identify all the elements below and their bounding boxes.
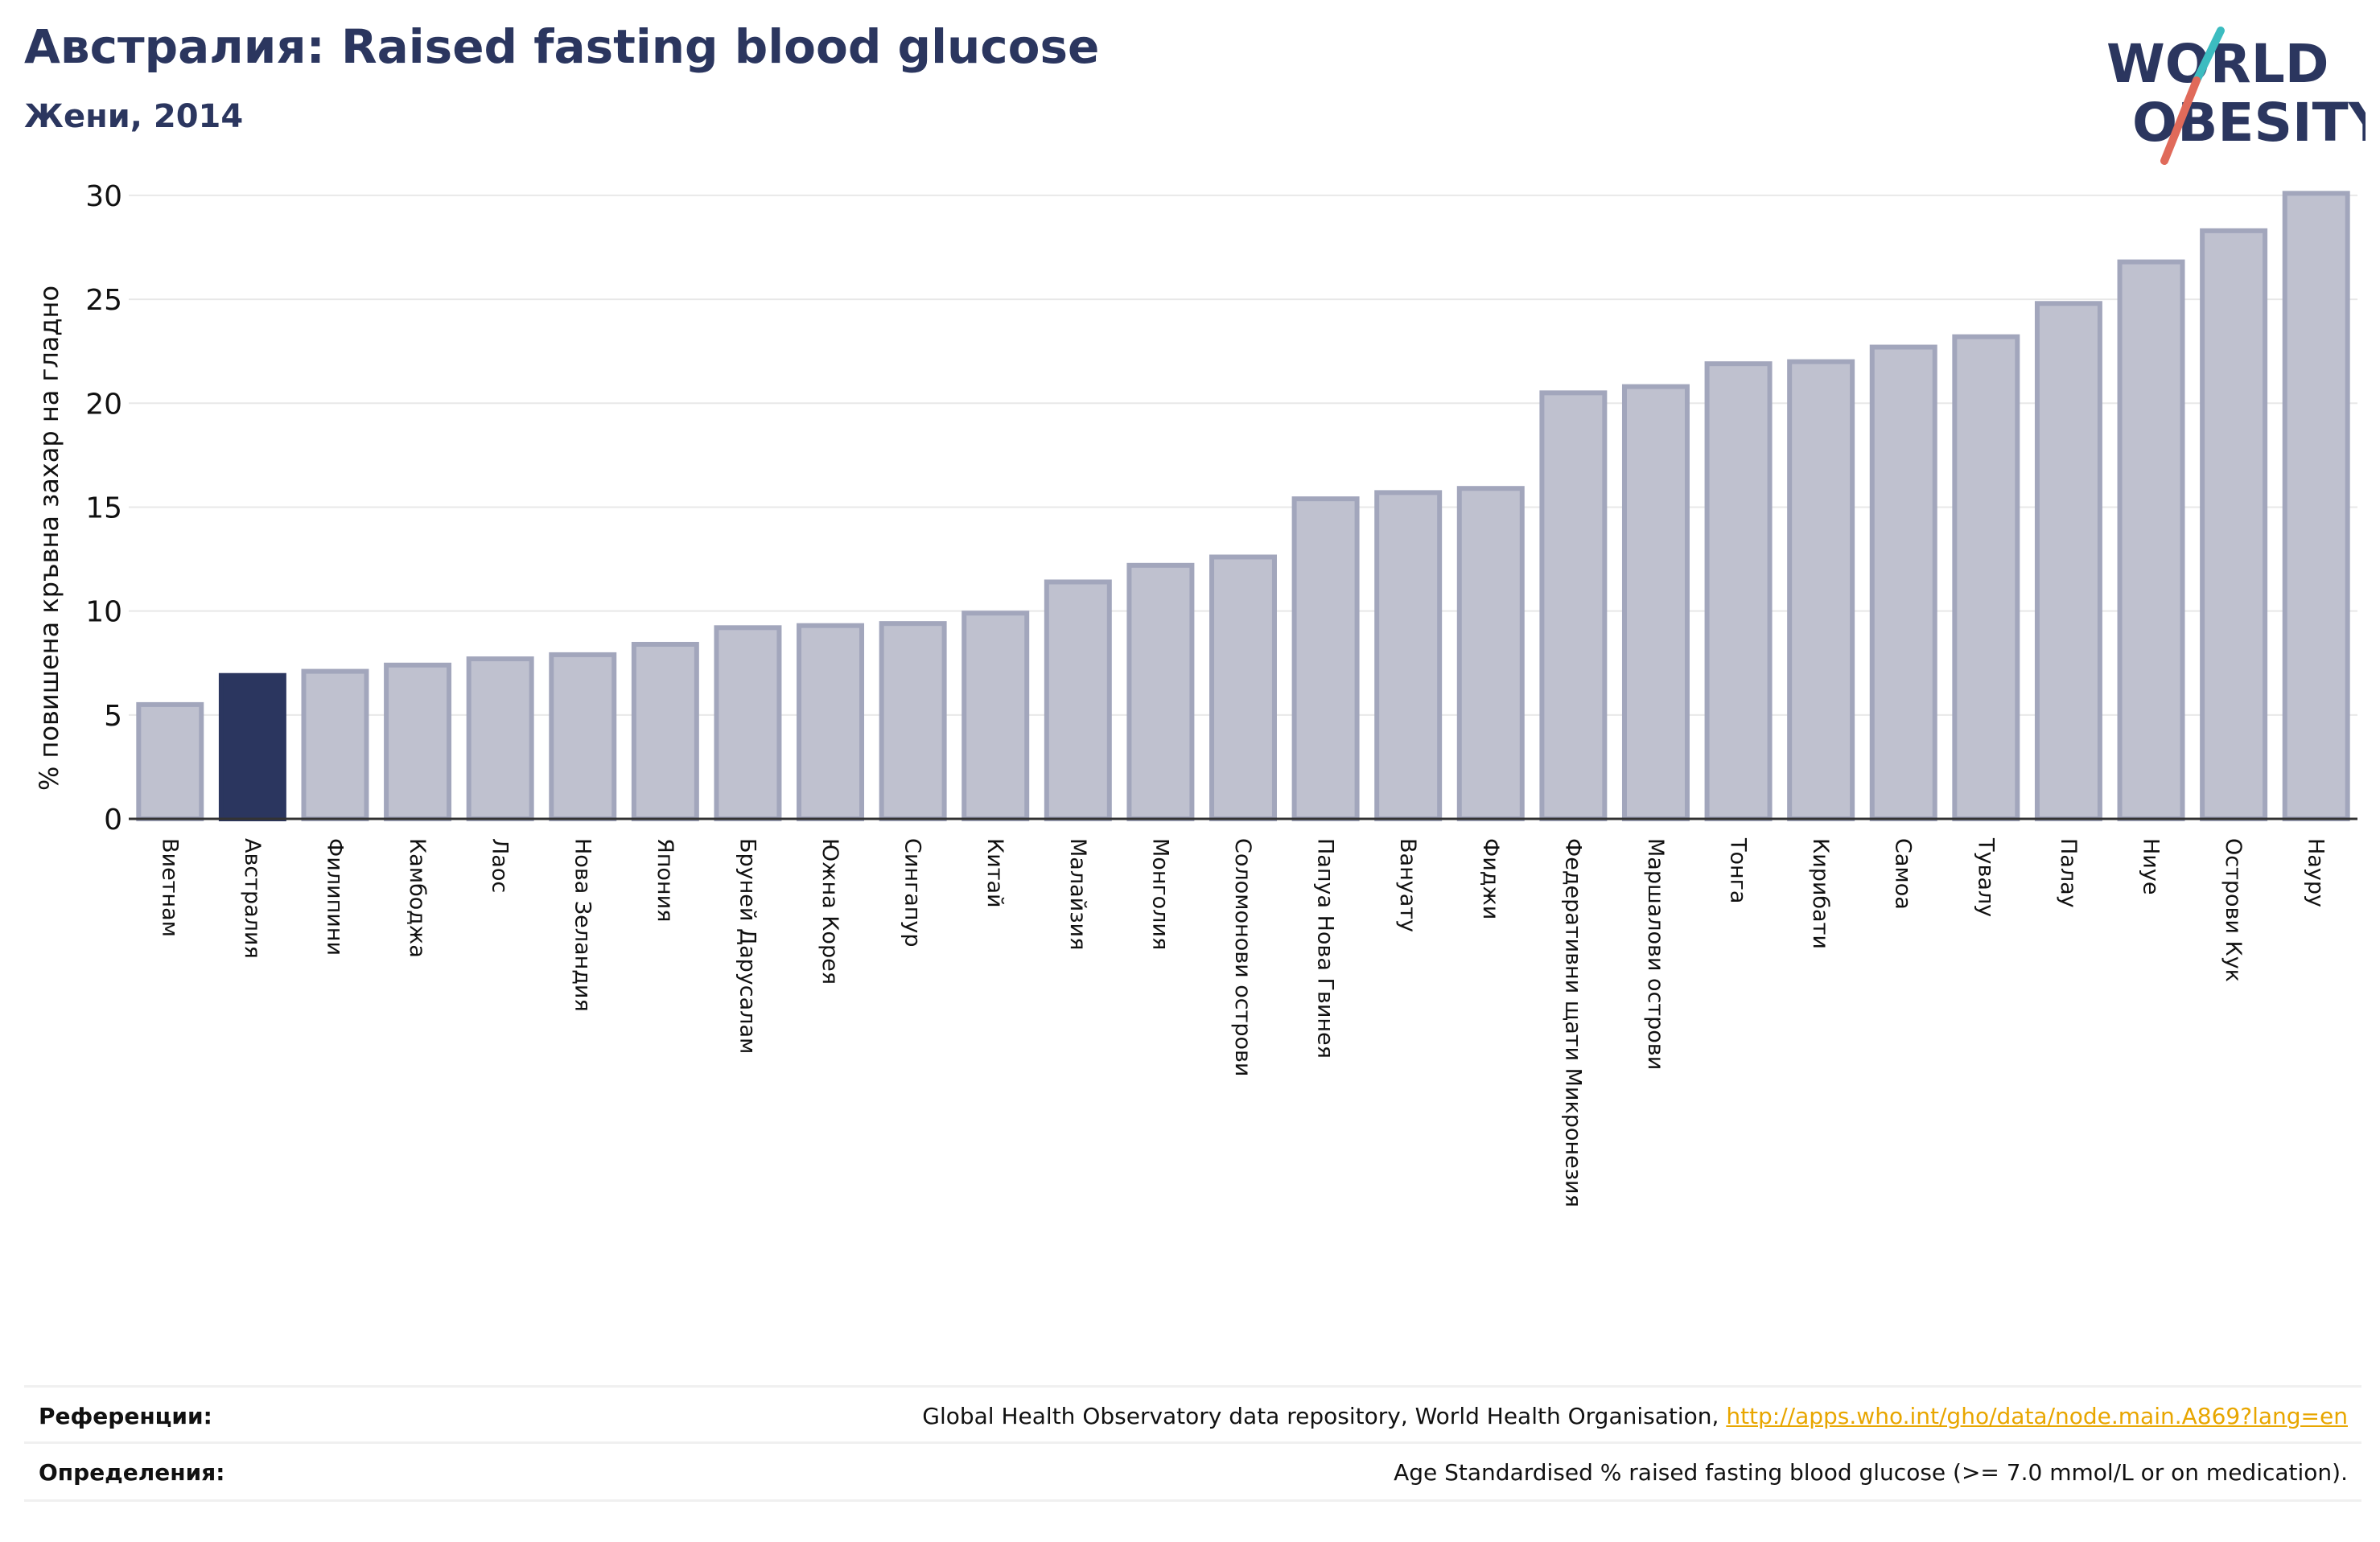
- y-tick-label: 5: [104, 700, 122, 733]
- y-tick-label: 15: [85, 491, 122, 524]
- bar: [1704, 361, 1773, 821]
- bar: [2200, 228, 2268, 821]
- x-tick-label: Филипини: [322, 838, 347, 956]
- bar: [1291, 496, 1360, 821]
- x-tick-label: Бруней Дарусалам: [735, 838, 760, 1054]
- chart-title: Австралия: Raised fasting blood glucose: [24, 19, 1100, 74]
- bar: [1456, 486, 1525, 821]
- bar: [1787, 359, 1855, 821]
- references-value: Global Health Observatory data repositor…: [922, 1403, 2348, 1429]
- x-tick-label: Виетнам: [157, 838, 182, 937]
- y-tick-label: 20: [85, 388, 122, 421]
- x-tick-label: Нова Зеландия: [570, 838, 595, 1012]
- footer-references-row: Референции: Global Health Observatory da…: [39, 1403, 2348, 1435]
- x-tick-label: Маршалови острови: [1643, 838, 1668, 1070]
- x-tick-label: Австралия: [240, 838, 265, 959]
- x-tick-label: Науру: [2304, 838, 2329, 907]
- x-tick-label: Острови Кук: [2221, 838, 2246, 982]
- bar: [714, 625, 782, 821]
- bar: [1869, 344, 1937, 821]
- logo-slash-red: [2160, 76, 2201, 165]
- y-tick-label: 30: [85, 180, 122, 213]
- y-tick-label: 10: [85, 596, 122, 629]
- y-axis-label: % повишена кръвна захар на гладно: [34, 286, 64, 791]
- references-link[interactable]: http://apps.who.int/gho/data/node.main.A…: [1726, 1403, 2348, 1429]
- x-tick-label: Кирибати: [1808, 838, 1833, 949]
- bar: [136, 701, 204, 821]
- bar: [549, 652, 617, 821]
- footer-divider-middle: [24, 1441, 2361, 1444]
- x-tick-label: Федеративни щати Микронезия: [1560, 838, 1585, 1207]
- bar: [301, 668, 369, 822]
- x-tick-label: Монголия: [1147, 838, 1172, 950]
- footer-divider-bottom: [24, 1499, 2361, 1502]
- bar: [218, 672, 286, 821]
- references-label: Референции:: [39, 1403, 212, 1429]
- bar: [384, 662, 452, 821]
- y-tick-label: 25: [85, 284, 122, 317]
- y-tick-labels: 0 5 10 15 20 25 30: [85, 180, 122, 837]
- x-tick-label: Тувалу: [1973, 837, 1998, 917]
- bar: [2034, 301, 2102, 821]
- bar: [1044, 579, 1112, 822]
- x-tick-label: Малайзия: [1065, 838, 1090, 950]
- bar: [797, 623, 865, 822]
- definitions-label: Определения:: [39, 1459, 225, 1486]
- bar: [1621, 384, 1690, 821]
- footer-definitions-row: Определения: Age Standardised % raised f…: [39, 1459, 2348, 1491]
- bar-chart: 0 5 10 15 20 25 30 Виетнам Австралия Филипини Кам…: [34, 180, 2357, 1207]
- bar: [631, 641, 699, 821]
- world-obesity-logo: WORLD OBESITY: [2106, 27, 2366, 165]
- x-tick-labels: Виетнам Австралия Филипини Камбоджа Лаос Нова…: [157, 837, 2328, 1207]
- footer-divider-top: [24, 1385, 2361, 1388]
- bar: [1539, 390, 1608, 821]
- x-tick-label: Сингапур: [900, 838, 925, 948]
- x-tick-label: Китай: [982, 838, 1007, 908]
- x-tick-label: Фиджи: [1478, 838, 1503, 919]
- bars: [136, 191, 2350, 822]
- chart-subtitle: Жени, 2014: [24, 98, 244, 135]
- bar: [1126, 562, 1195, 821]
- bar: [1209, 554, 1277, 821]
- references-text: Global Health Observatory data repositor…: [922, 1403, 1719, 1429]
- bar: [466, 656, 534, 822]
- definitions-text: Age Standardised % raised fasting blood …: [1394, 1459, 2348, 1486]
- bar: [1952, 334, 2020, 821]
- x-tick-label: Тонга: [1726, 837, 1751, 903]
- bar: [961, 611, 1030, 822]
- y-tick-label: 0: [104, 804, 122, 837]
- x-tick-label: Самоа: [1891, 838, 1916, 910]
- x-tick-label: Камбоджа: [405, 838, 430, 958]
- x-tick-label: Палау: [2056, 838, 2081, 908]
- bar: [2282, 191, 2350, 822]
- bar: [1374, 490, 1443, 821]
- bar: [879, 621, 947, 821]
- x-tick-label: Ниуе: [2139, 838, 2164, 894]
- logo-slash-teal: [2193, 27, 2225, 84]
- x-tick-label: Япония: [653, 838, 677, 922]
- x-tick-label: Соломонови острови: [1230, 838, 1255, 1076]
- bar: [2117, 259, 2185, 821]
- x-tick-label: Лаос: [488, 838, 513, 893]
- x-tick-label: Папуа Нова Гвинея: [1313, 838, 1338, 1059]
- x-tick-label: Южна Корея: [817, 838, 842, 985]
- x-tick-label: Вануату: [1395, 838, 1420, 932]
